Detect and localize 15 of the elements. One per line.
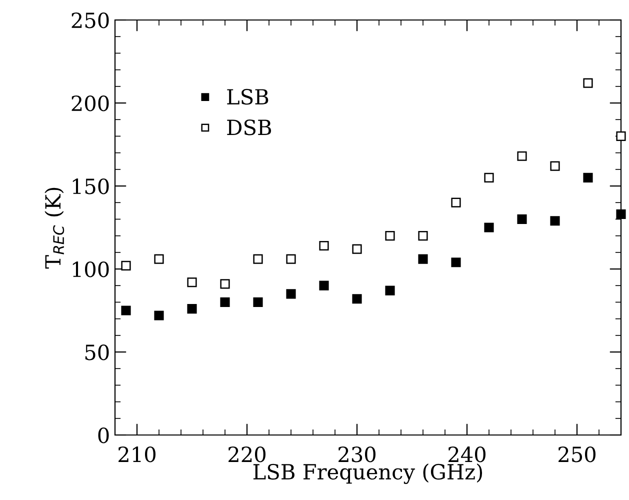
x-tick-label: 210 xyxy=(118,446,156,462)
x-axis-title: LSB Frequency (GHz) xyxy=(253,463,482,484)
y-tick-label: 50 xyxy=(85,344,109,360)
y-tick-label: 250 xyxy=(72,12,109,28)
y-tick-label: 150 xyxy=(72,178,109,194)
x-tick-label: 240 xyxy=(448,446,486,462)
x-tick-label: 220 xyxy=(228,446,266,462)
y-axis-title: T$_{REC}$ (K) xyxy=(44,188,64,269)
y-tick-label: 100 xyxy=(72,261,109,278)
y-tick-label: 200 xyxy=(72,95,109,112)
legend-label: DSB xyxy=(227,119,272,136)
x-tick-label: 250 xyxy=(558,446,596,462)
legend-label: LSB xyxy=(227,88,268,105)
x-tick-label: 230 xyxy=(338,446,376,462)
y-tick-label: 0 xyxy=(98,427,109,444)
